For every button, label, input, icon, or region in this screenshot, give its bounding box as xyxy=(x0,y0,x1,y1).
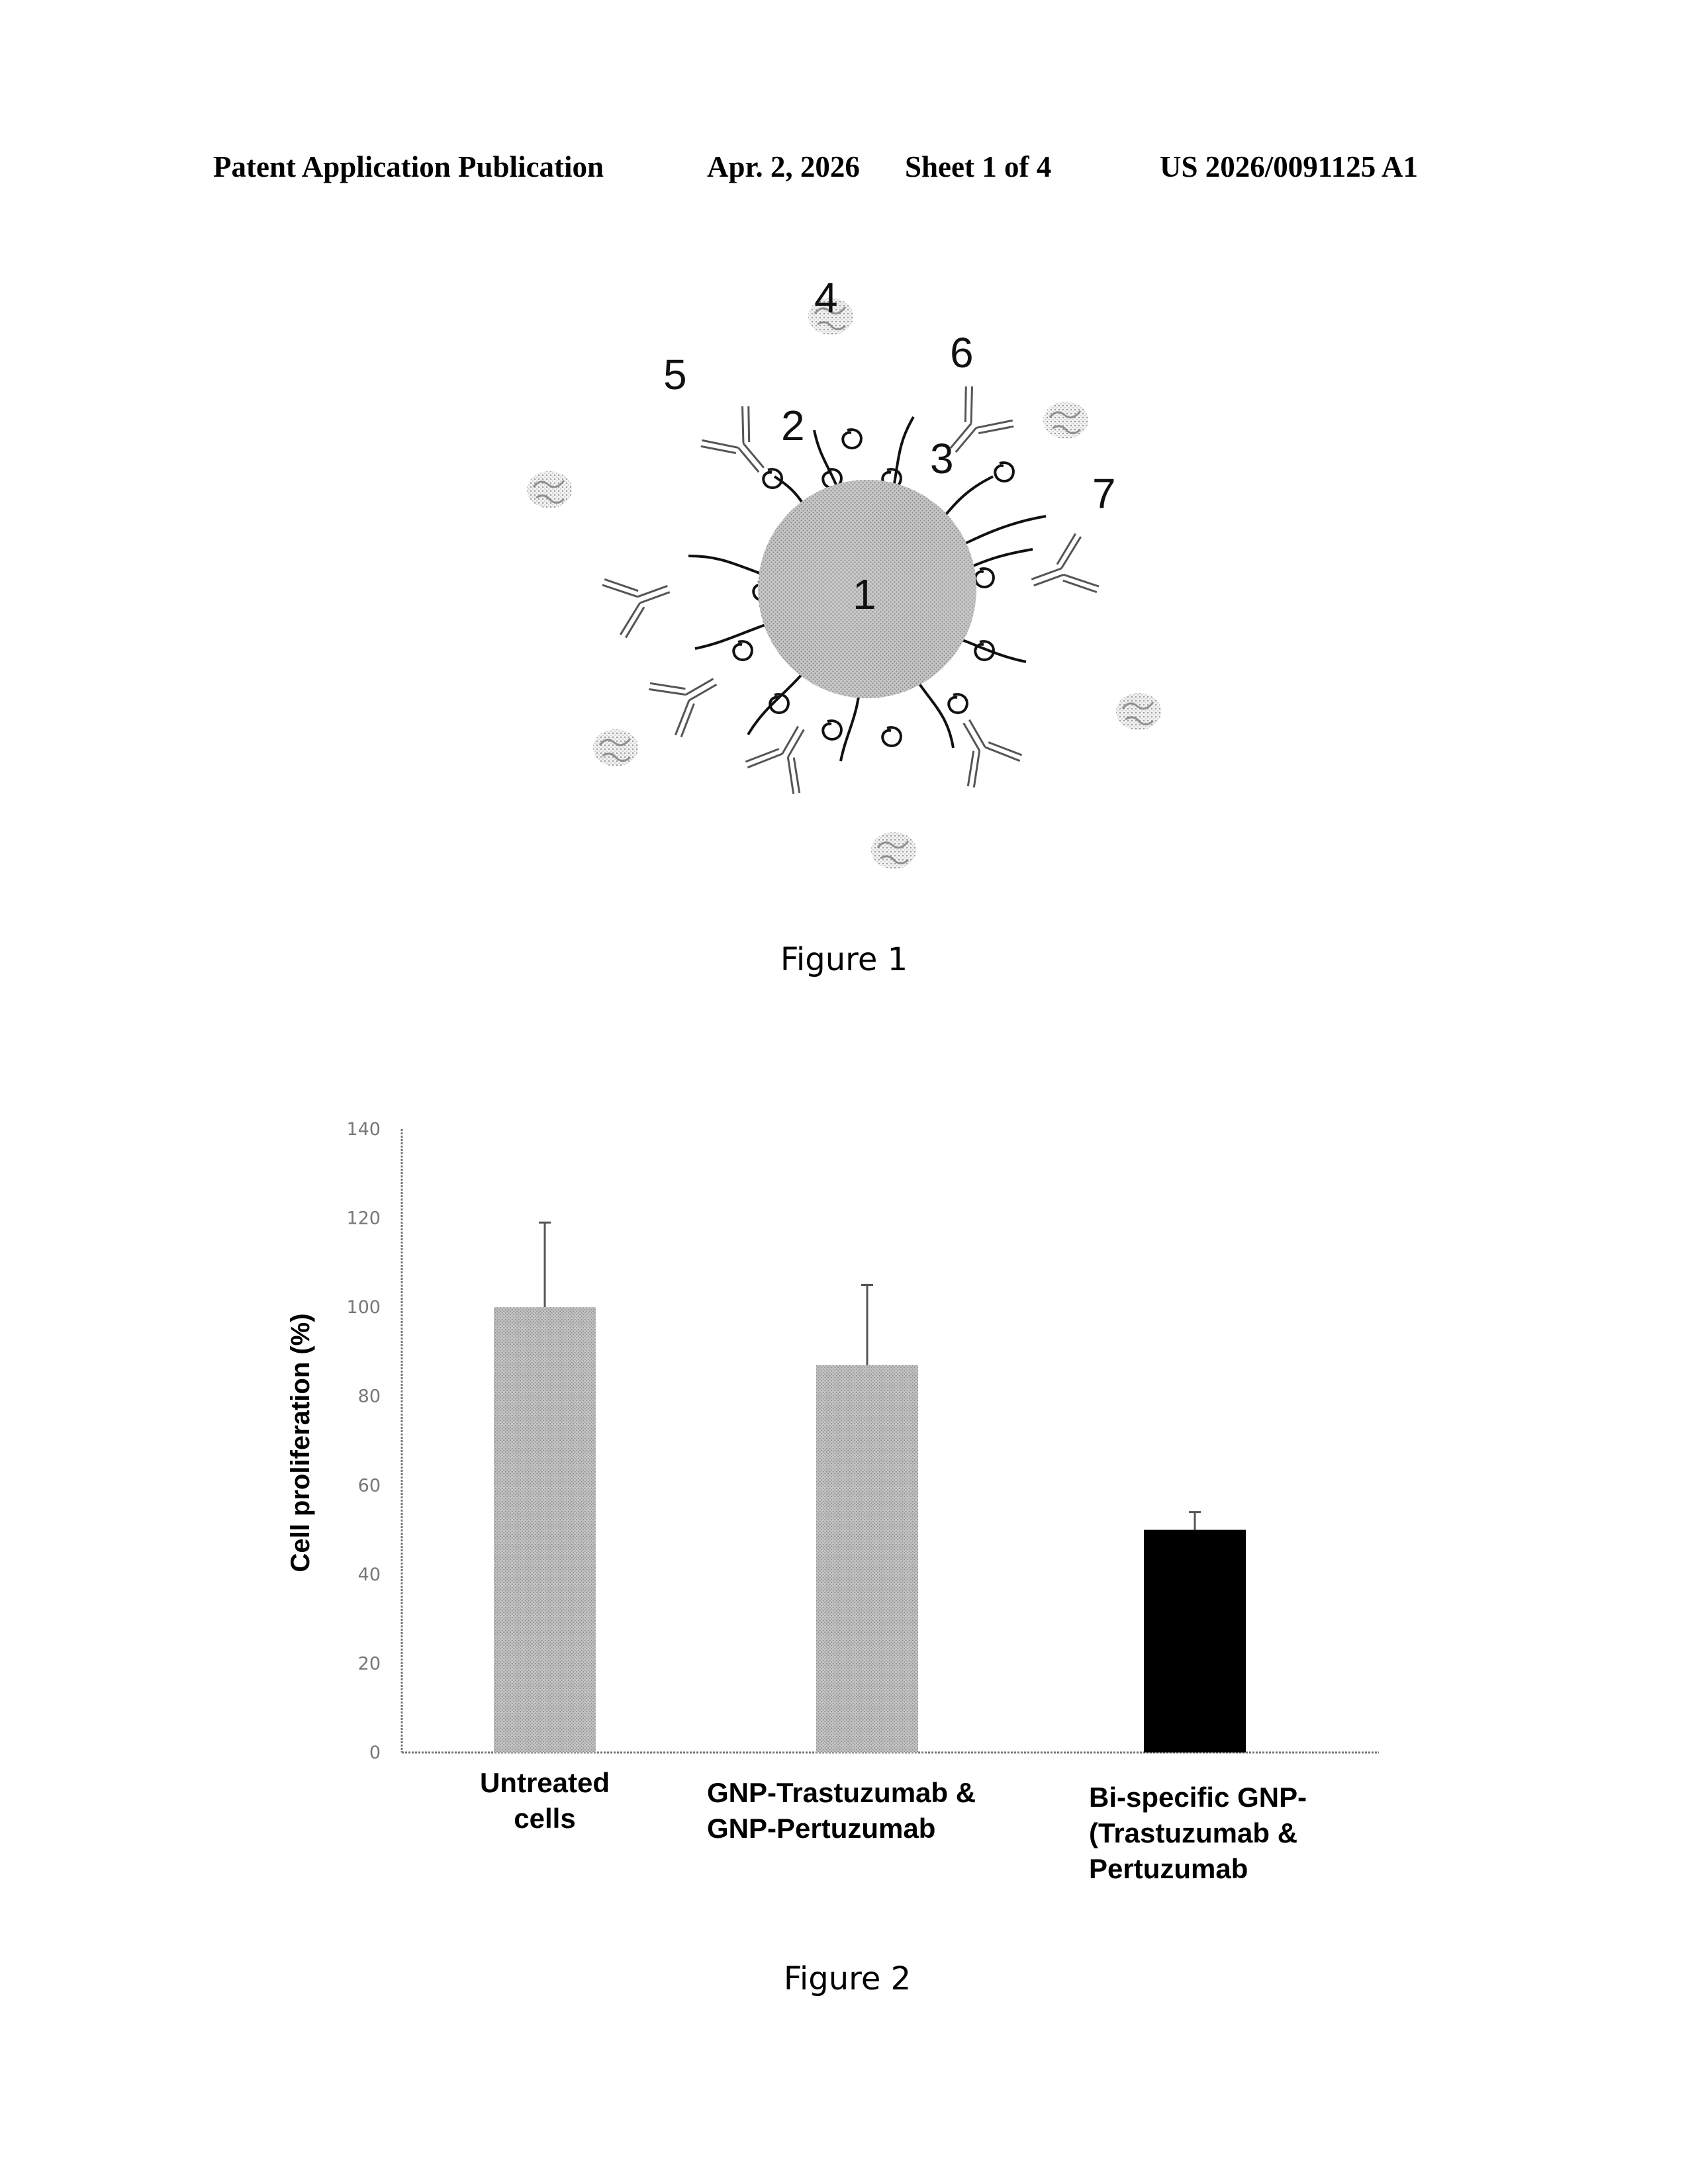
y-tick-label: 40 xyxy=(358,1565,381,1585)
y-tick-label: 120 xyxy=(346,1208,381,1229)
y-tick-label: 100 xyxy=(346,1297,381,1318)
bar xyxy=(494,1307,596,1752)
x-category-labels: Untreated cells GNP-Trastuzumab & GNP-Pertu… xyxy=(480,1767,1307,1884)
x-category-label: Pertuzumab xyxy=(1089,1853,1248,1884)
figure1-labels: 1 2 3 4 5 6 7 xyxy=(663,274,1116,618)
x-category-label: GNP-Pertuzumab xyxy=(707,1813,935,1844)
label-3: 3 xyxy=(930,435,954,482)
nanoparticle-diagram: 1 2 3 4 5 6 7 xyxy=(526,274,1162,870)
label-4: 4 xyxy=(814,274,838,322)
label-5: 5 xyxy=(663,351,687,398)
x-category-label: cells xyxy=(514,1803,575,1834)
publication-date: Apr. 2, 2026 xyxy=(707,150,860,183)
x-category-label: Bi-specific GNP- xyxy=(1089,1782,1307,1813)
figure2-caption: Figure 2 xyxy=(783,1960,912,1997)
page-header: Patent Application Publication Apr. 2, 2… xyxy=(0,147,1688,187)
publication-type: Patent Application Publication xyxy=(213,150,604,183)
publication-number: US 2026/0091125 A1 xyxy=(1160,150,1419,183)
y-tick-labels: 0 20 40 60 80 100 120 140 xyxy=(346,1119,381,1763)
error-bars xyxy=(539,1221,1201,1530)
x-category-label: Untreated xyxy=(480,1767,610,1798)
y-tick-label: 80 xyxy=(358,1387,381,1407)
error-bar xyxy=(1189,1511,1201,1530)
label-7: 7 xyxy=(1092,470,1116,518)
label-2: 2 xyxy=(781,402,805,449)
error-bar xyxy=(861,1284,873,1365)
figure1-caption: Figure 1 xyxy=(780,941,908,978)
bar xyxy=(816,1365,918,1752)
gold-nanoparticle-core xyxy=(758,480,976,698)
y-axis-label: Cell proliferation (%) xyxy=(286,1313,315,1572)
sheet-number: Sheet 1 of 4 xyxy=(905,150,1052,183)
x-category-label: GNP-Trastuzumab & xyxy=(707,1777,976,1808)
error-bar xyxy=(539,1221,551,1308)
y-tick-label: 20 xyxy=(358,1653,381,1674)
bars xyxy=(494,1307,1246,1752)
label-core: 1 xyxy=(853,570,876,618)
bar xyxy=(1144,1529,1246,1752)
y-tick-label: 140 xyxy=(346,1119,381,1140)
y-tick-label: 60 xyxy=(358,1475,381,1496)
y-tick-label: 0 xyxy=(369,1743,381,1763)
x-category-label: (Trastuzumab & xyxy=(1089,1817,1297,1848)
label-6: 6 xyxy=(950,329,974,377)
